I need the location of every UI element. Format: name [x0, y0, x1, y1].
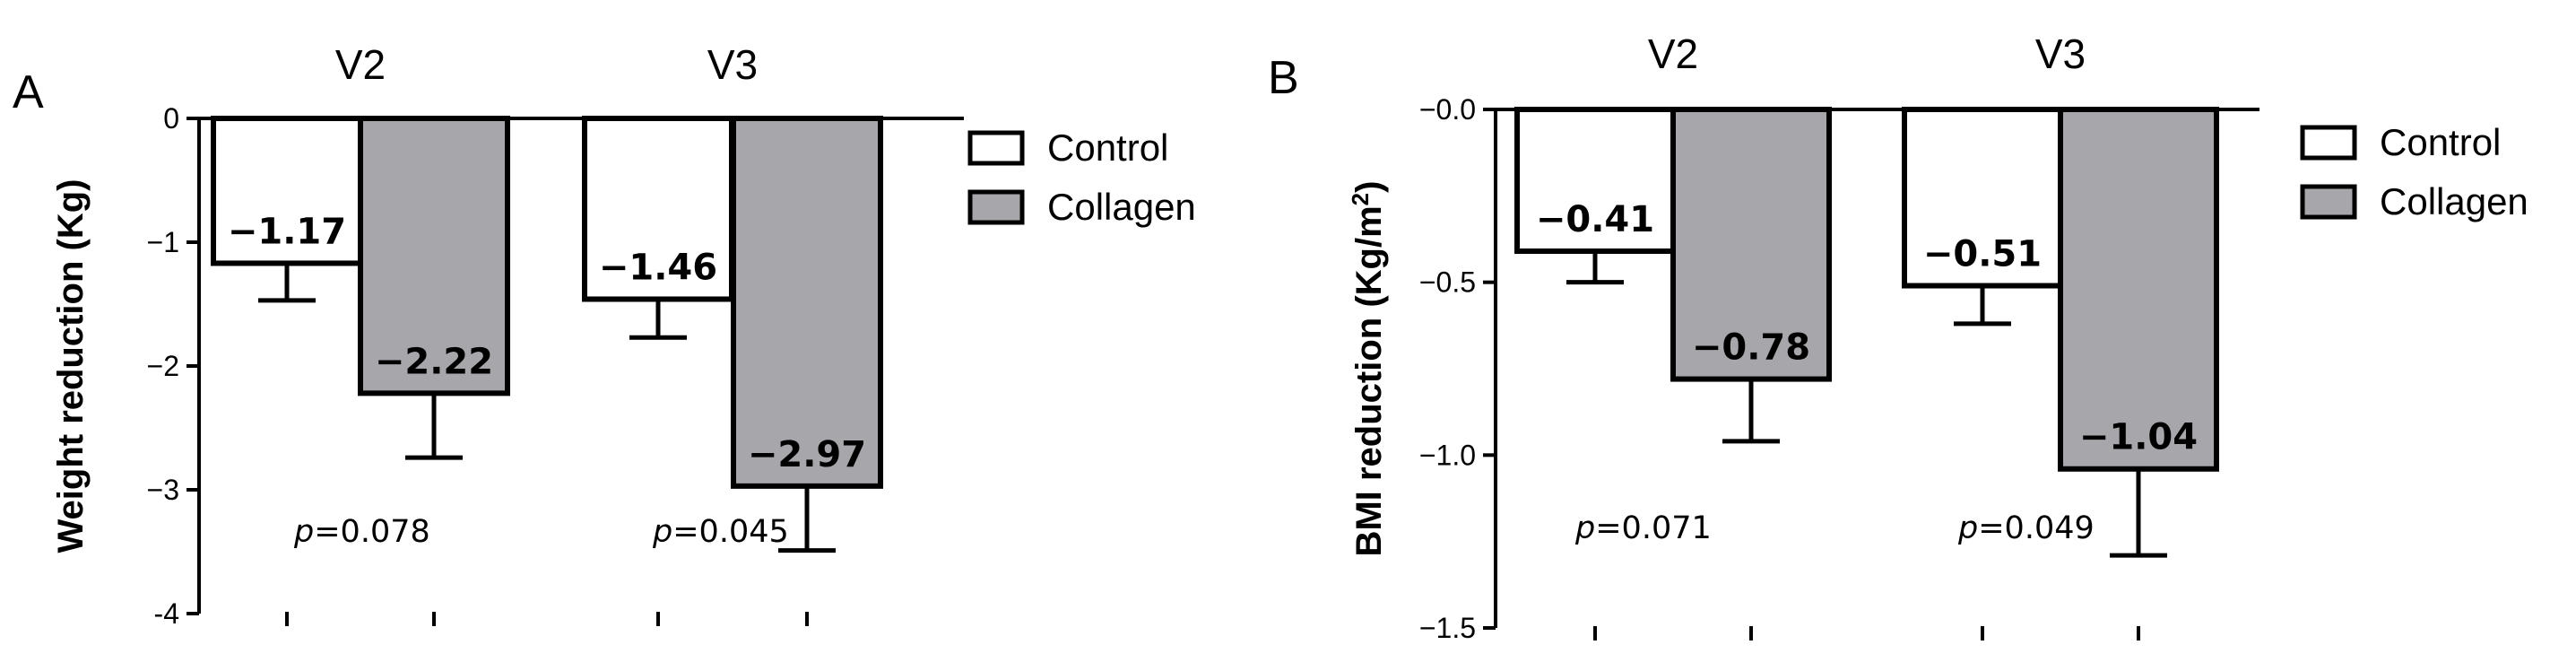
y-axis-label-superscript: 2: [1347, 193, 1374, 205]
p-value-number: =0.071: [1595, 510, 1712, 546]
panel-letter: B: [1268, 52, 1299, 104]
data-label: −2.22: [375, 341, 493, 382]
legend-label-collagen: Collagen: [2380, 180, 2528, 222]
p-value-number: =0.078: [314, 514, 430, 550]
p-value: p=0.078: [293, 514, 430, 550]
data-label: −2.97: [748, 434, 866, 475]
y-axis-label: Weight reduction (Kg): [51, 179, 91, 553]
y-tick-label: −0.5: [1419, 266, 1476, 299]
panel-letter: A: [13, 66, 44, 118]
y-axis-label-text: Weight reduction (Kg): [51, 179, 91, 553]
category-label: V3: [707, 41, 758, 88]
p-value-number: =0.049: [1978, 510, 2095, 546]
bar-collagen-v3: [731, 116, 883, 489]
p-value: p=0.045: [652, 514, 789, 550]
data-label: −0.41: [1536, 199, 1654, 240]
y-tick-label: 0: [163, 102, 179, 135]
chart-panel-a: A Weight reduction (Kg) 0 −1 −2 −3 -4 −1.17 −2.2…: [13, 41, 1196, 630]
legend-swatch-collagen: [2300, 184, 2357, 220]
data-label: −0.51: [1923, 234, 2042, 275]
data-label: −1.17: [228, 211, 346, 252]
y-tick-label: -4: [154, 597, 179, 630]
bar-control-v2: [1514, 107, 1676, 254]
legend-swatch-collagen: [967, 189, 1025, 225]
category-label: V2: [1648, 30, 1698, 77]
y-axis-label-text: BMI reduction (Kg/m: [1349, 205, 1389, 556]
y-tick-label: −1.5: [1419, 612, 1476, 644]
p-value-symbol: p: [293, 514, 314, 550]
bar-control-v3: [582, 116, 734, 302]
legend-label-control: Control: [1047, 126, 1168, 169]
category-label: V2: [335, 41, 386, 88]
legend-swatch-control: [967, 130, 1025, 166]
chart-panel-b: B BMI reduction (Kg/m2) −0.0 −0.5 −1.0 −1.5 −0…: [1268, 30, 2528, 644]
bar-collagen-v2: [1670, 107, 1832, 382]
p-value-symbol: p: [652, 514, 672, 550]
legend-label-collagen: Collagen: [1047, 186, 1196, 228]
y-tick-label: −2: [147, 350, 179, 382]
y-tick-label: −1: [147, 226, 179, 258]
y-tick-label: −1.0: [1419, 439, 1476, 471]
bar-collagen-v3: [2058, 107, 2219, 472]
p-value-symbol: p: [1574, 510, 1595, 546]
data-label: −0.78: [1692, 327, 1810, 369]
bar-collagen-v2: [358, 116, 510, 396]
legend-label-control: Control: [2380, 121, 2501, 163]
p-value-number: =0.045: [672, 514, 789, 550]
category-label: V3: [2035, 30, 2086, 77]
p-value: p=0.071: [1574, 510, 1712, 546]
y-axis-label: BMI reduction (Kg/m2): [1347, 181, 1389, 557]
data-label: −1.04: [2079, 417, 2198, 458]
p-value-symbol: p: [1957, 510, 1978, 546]
p-value: p=0.049: [1957, 510, 2095, 546]
y-axis-label-suffix: ): [1349, 181, 1389, 193]
legend-swatch-control: [2300, 125, 2357, 161]
data-label: −1.46: [599, 247, 717, 288]
y-tick-label: −0.0: [1419, 93, 1476, 126]
y-tick-label: −3: [147, 474, 179, 506]
